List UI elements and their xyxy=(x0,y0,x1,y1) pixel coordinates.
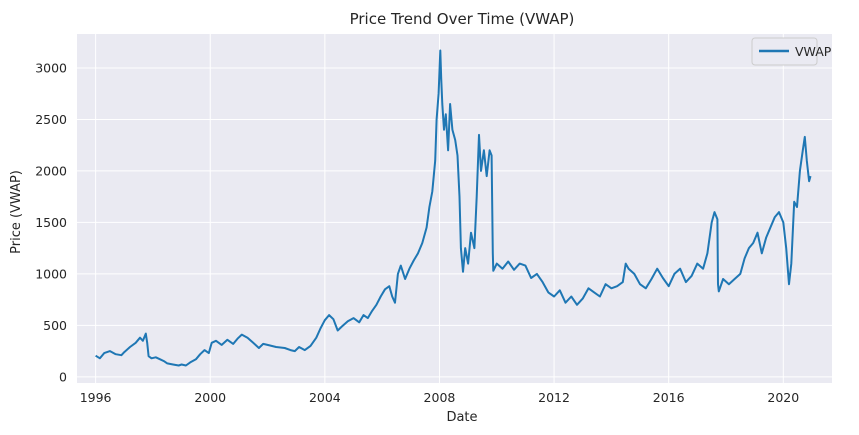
y-tick-labels: 0 500 1000 1500 2000 2500 3000 xyxy=(35,60,67,384)
plot-area xyxy=(77,34,832,383)
y-tick-label: 2500 xyxy=(35,112,67,127)
y-tick-label: 1000 xyxy=(35,266,67,281)
vwap-series-line xyxy=(95,49,812,367)
y-axis-label: Price (VWAP) xyxy=(9,170,24,254)
x-tick-label: 2004 xyxy=(309,390,341,405)
x-tick-label: 2012 xyxy=(538,390,570,405)
y-tick-label: 1500 xyxy=(35,215,67,230)
legend-label-vwap: VWAP xyxy=(795,44,832,59)
y-tick-label: 3000 xyxy=(35,60,67,75)
y-tick-label: 500 xyxy=(43,318,67,333)
x-tick-label: 2000 xyxy=(194,390,226,405)
y-gridlines xyxy=(77,67,832,378)
x-tick-label: 2020 xyxy=(767,390,799,405)
chart-title: Price Trend Over Time (VWAP) xyxy=(350,10,575,28)
x-tick-label: 2016 xyxy=(653,390,685,405)
y-tick-label: 2000 xyxy=(35,163,67,178)
x-tick-label: 2008 xyxy=(424,390,456,405)
legend: VWAP xyxy=(751,37,832,66)
x-tick-label: 1996 xyxy=(80,390,112,405)
x-axis-label: Date xyxy=(446,410,477,425)
x-tick-labels: 1996 2000 2004 2008 2012 2016 2020 xyxy=(80,390,800,405)
y-tick-label: 0 xyxy=(59,369,67,384)
